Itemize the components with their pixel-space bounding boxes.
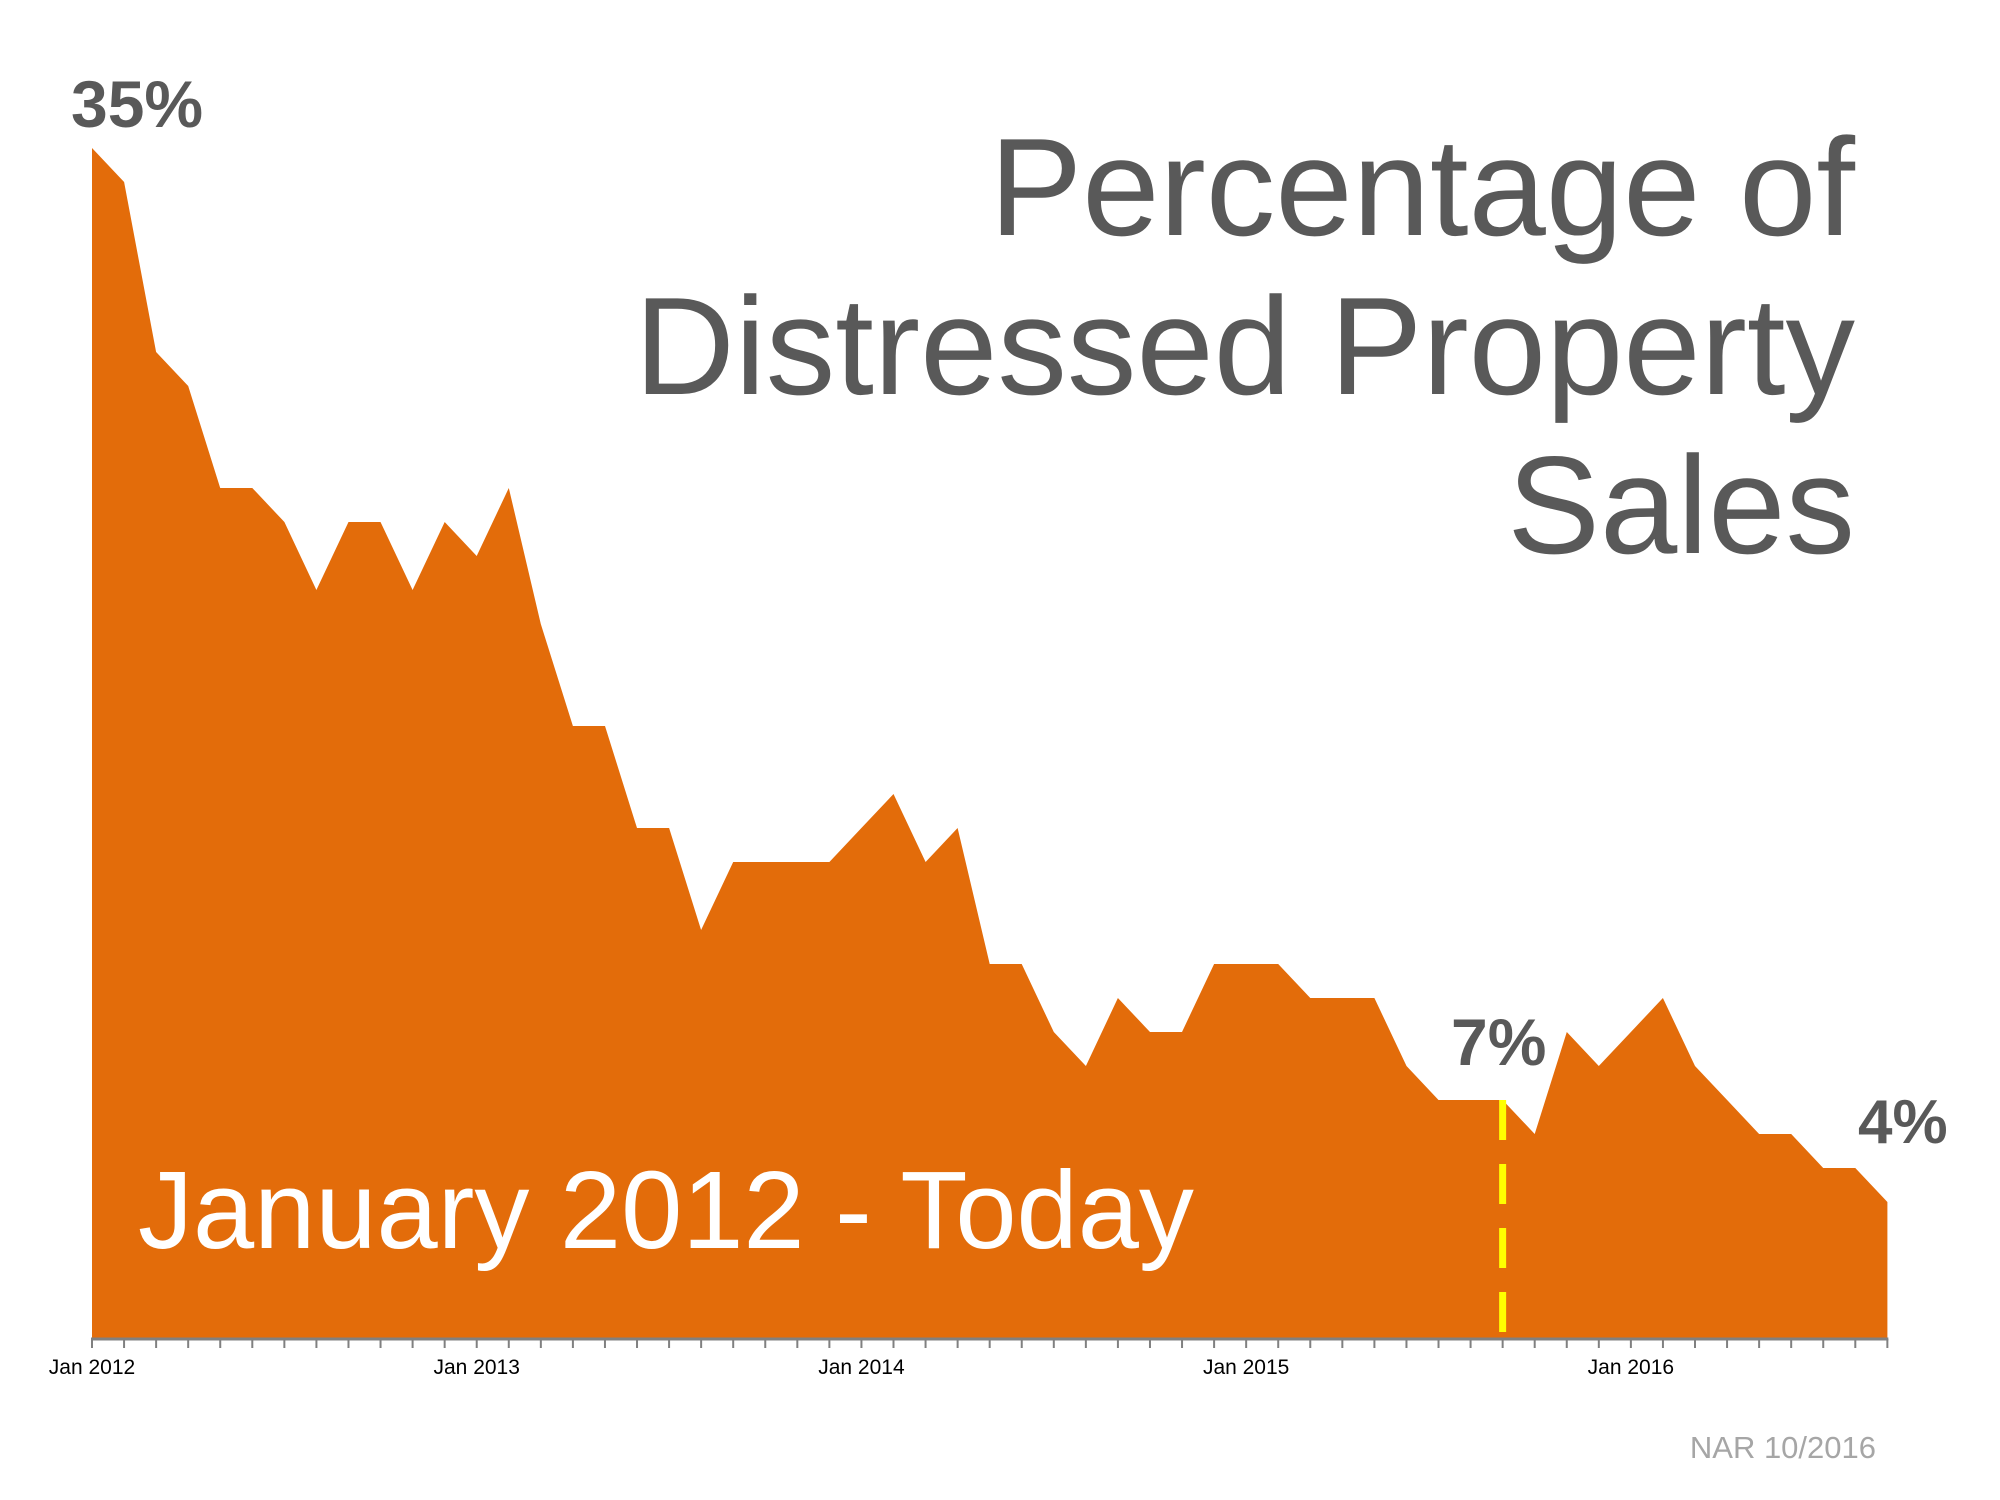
x-axis-tick-label: Jan 2016 [1588,1356,1674,1379]
title-line-2: Distressed Property [634,269,1855,424]
x-axis-ticks [91,1339,1889,1348]
callout-marker-value: 7% [1451,1005,1547,1079]
title-line-3: Sales [1507,428,1855,583]
callout-start-value: 35% [71,67,204,141]
title-line-1: Percentage of [989,110,1856,265]
date-range-label: January 2012 - Today [138,1149,1194,1272]
x-axis-tick-label: Jan 2015 [1203,1356,1289,1379]
source-label: NAR 10/2016 [1689,1430,1876,1465]
x-axis-tick-label: Jan 2014 [818,1356,905,1379]
callout-end-value: 4% [1858,1088,1948,1157]
x-axis-tick-label: Jan 2013 [434,1356,520,1379]
distressed-sales-area [92,148,1888,1338]
x-axis-labels: Jan 2012 Jan 2013 Jan 2014 Jan 2015 Jan 2016 [49,1356,1674,1379]
chart-title: Percentage of Distressed Property Sales [634,108,1855,585]
x-axis-tick-label: Jan 2012 [49,1356,135,1379]
